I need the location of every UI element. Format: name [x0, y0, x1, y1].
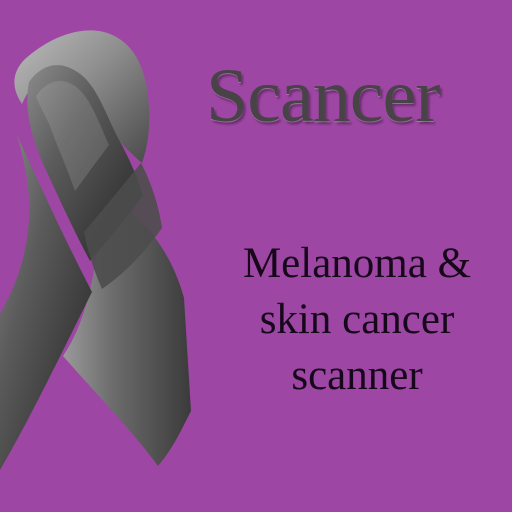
tagline-line-2: skin cancer [259, 296, 455, 343]
tagline-line-1: Melanoma & [242, 240, 472, 287]
tagline-line-3: scanner [291, 352, 423, 399]
app-tagline: Melanoma & skin cancer scanner [210, 236, 504, 404]
ribbon-loop-back [14, 30, 150, 163]
ribbon-highlight [36, 80, 109, 191]
app-title: Scancer [206, 54, 441, 138]
ribbon-left-tail [0, 135, 92, 470]
ribbon-crossover [84, 163, 162, 289]
